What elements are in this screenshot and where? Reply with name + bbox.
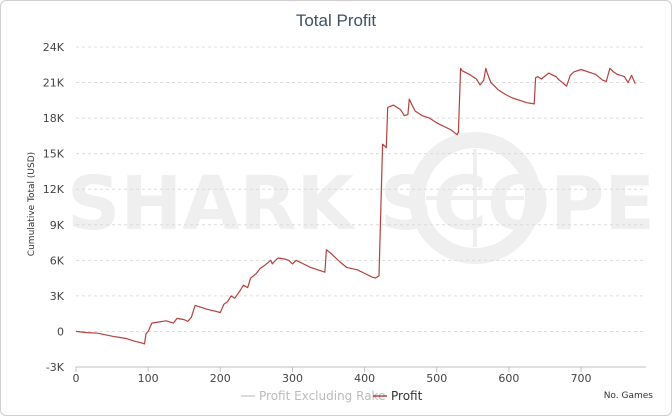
x-tick-label: 0 bbox=[73, 372, 80, 385]
x-tick-label: 200 bbox=[210, 372, 231, 385]
watermark-text: SHARK SCOPE bbox=[67, 161, 655, 247]
x-tick-label: 100 bbox=[138, 372, 159, 385]
y-tick-label: -3K bbox=[46, 361, 65, 374]
x-tick-label: 400 bbox=[354, 372, 375, 385]
legend-label-profit: Profit bbox=[391, 389, 423, 403]
series-line-profit bbox=[75, 67, 636, 345]
x-tick-label: 300 bbox=[282, 372, 303, 385]
legend-label-profit-excluding-rake: Profit Excluding Rake bbox=[259, 389, 385, 403]
x-tick-label: 700 bbox=[571, 372, 592, 385]
y-tick-label: 3K bbox=[50, 290, 65, 303]
legend: Profit Excluding Rake Profit bbox=[241, 389, 423, 403]
y-tick-label: 6K bbox=[50, 254, 65, 267]
y-tick-label: 0 bbox=[57, 325, 64, 338]
sharkscope-watermark: SHARK SCOPE bbox=[67, 132, 655, 264]
x-tick-label: 600 bbox=[498, 372, 519, 385]
y-tick-label: 12K bbox=[43, 183, 65, 196]
x-tick-label: 500 bbox=[426, 372, 447, 385]
y-tick-label: 9K bbox=[50, 219, 65, 232]
y-tick-label: 18K bbox=[43, 112, 65, 125]
y-tick-label: 24K bbox=[43, 41, 65, 54]
axes: -3K 0 3K 6K 9K 12K 15K 18K 21K 24K 0 100 200 300 400 50… bbox=[43, 41, 646, 385]
y-tick-label: 21K bbox=[43, 77, 65, 90]
grid-lines bbox=[76, 46, 646, 368]
y-axis-label: Cumulative Total (USD) bbox=[27, 152, 37, 256]
x-axis-label: No. Games bbox=[604, 391, 654, 401]
chart-title: Total Profit bbox=[296, 11, 377, 30]
watermark-scope-circle bbox=[409, 132, 541, 264]
series-lines bbox=[75, 67, 636, 345]
y-tick-label: 15K bbox=[43, 148, 65, 161]
